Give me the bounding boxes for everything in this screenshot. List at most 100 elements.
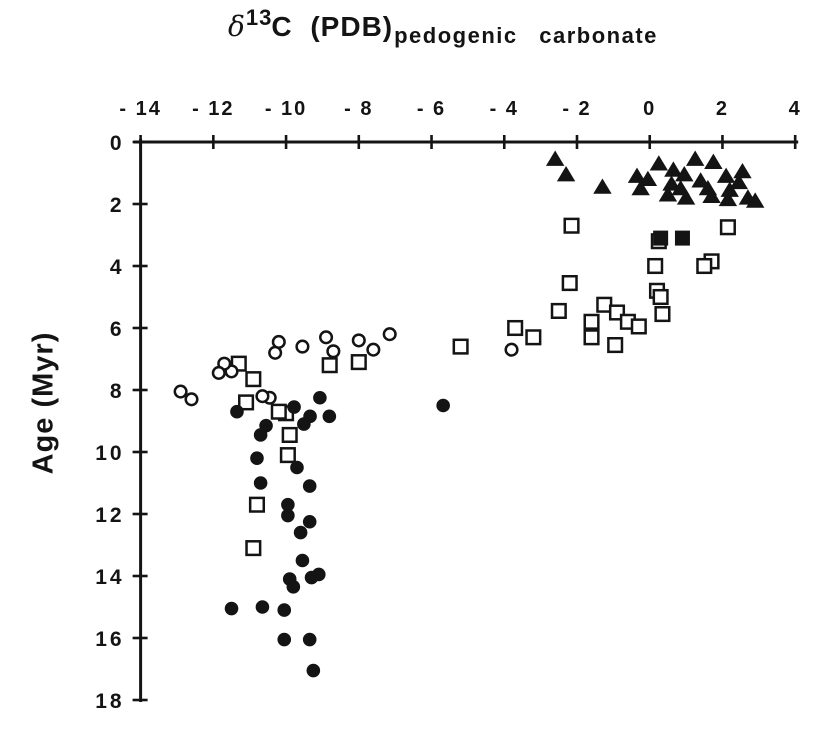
data-point-filled-circle	[255, 600, 270, 614]
data-point-open-square	[563, 217, 580, 234]
data-point-filled-circle	[253, 428, 268, 442]
data-point-filled-square	[653, 230, 669, 246]
data-point-open-square	[652, 288, 669, 306]
data-point-filled-circle	[302, 514, 317, 529]
data-point-open-circle	[326, 344, 341, 359]
data-point-open-circle	[366, 342, 381, 357]
data-point-open-circle	[295, 339, 310, 354]
data-point-open-circle	[504, 342, 519, 357]
data-point-open-square	[270, 403, 287, 420]
data-point-open-square	[630, 318, 647, 335]
x-tick-label: - 2	[562, 98, 591, 120]
data-point-open-square	[248, 496, 266, 513]
x-tick-label: - 6	[417, 98, 446, 120]
data-point-open-circle	[173, 384, 188, 399]
delta-symbol: δ	[228, 10, 245, 43]
y-tick-label: 0	[110, 132, 125, 155]
x-tick-label: - 14	[119, 98, 161, 120]
data-point-filled-triangle	[729, 173, 749, 190]
data-point-filled-circle	[253, 476, 268, 490]
data-point-filled-circle	[302, 632, 317, 647]
data-point-filled-triangle	[627, 167, 647, 183]
data-point-filled-circle	[250, 451, 264, 466]
chart-title: δ13C (PDB)pedogenic carbonate	[228, 5, 657, 48]
data-point-filled-triangle	[649, 155, 669, 171]
data-point-filled-circle	[287, 400, 301, 414]
data-point-filled-triangle	[720, 181, 739, 197]
y-axis-label: Age (Myr)	[27, 331, 60, 475]
data-point-filled-circle	[297, 417, 311, 431]
data-point-open-square	[281, 426, 298, 443]
data-point-open-circle	[382, 327, 397, 342]
data-point-filled-triangle	[745, 192, 765, 208]
x-tick-label: 2	[716, 98, 729, 120]
data-point-filled-circle	[281, 497, 295, 512]
x-tick-label: - 12	[192, 98, 234, 120]
data-point-open-square	[654, 306, 671, 323]
data-point-open-square	[238, 394, 255, 411]
data-point-filled-circle	[290, 460, 304, 475]
data-point-filled-triangle	[664, 161, 683, 177]
data-point-open-circle	[319, 330, 334, 345]
y-tick-label: 2	[110, 194, 125, 217]
data-point-open-square	[321, 357, 338, 374]
y-tick-label: 16	[95, 628, 124, 651]
data-point-open-square	[550, 302, 567, 319]
data-point-open-square	[279, 447, 296, 464]
isotope-mass-superscript: 13	[245, 5, 273, 30]
x-tick-label: - 10	[265, 98, 307, 120]
data-point-filled-triangle	[545, 150, 565, 166]
data-point-filled-circle	[281, 508, 295, 523]
data-point-filled-triangle	[593, 178, 612, 194]
data-point-filled-triangle	[718, 190, 738, 207]
data-point-filled-circle	[313, 390, 327, 405]
data-point-open-circle	[271, 334, 286, 350]
data-point-filled-triangle	[658, 186, 678, 202]
data-point-open-square	[607, 337, 624, 354]
data-point-open-square	[245, 371, 262, 388]
data-point-filled-triangle	[556, 166, 576, 182]
data-point-open-square	[452, 338, 469, 355]
data-point-filled-triangle	[716, 167, 736, 183]
data-point-filled-circle	[293, 525, 308, 540]
data-point-filled-circle	[436, 398, 450, 413]
x-tick-label: - 8	[344, 98, 373, 120]
data-point-open-circle	[184, 392, 199, 407]
title-main-text: C (PDB)	[271, 11, 394, 42]
data-point-open-square	[561, 275, 578, 292]
data-point-open-square	[350, 354, 367, 371]
data-point-filled-circle	[277, 603, 292, 617]
data-point-open-square	[245, 540, 262, 557]
data-point-open-square	[696, 257, 713, 275]
x-tick-label: 4	[789, 98, 802, 120]
data-point-filled-triangle	[662, 175, 681, 191]
data-point-filled-triangle	[704, 153, 723, 169]
y-tick-label: 8	[110, 380, 125, 403]
data-point-open-circle	[211, 365, 226, 381]
data-point-filled-circle	[304, 570, 319, 585]
y-tick-label: 18	[95, 690, 124, 713]
data-point-filled-triangle	[685, 150, 705, 166]
x-tick-label: - 4	[490, 98, 519, 120]
y-tick-label: 14	[95, 566, 124, 589]
data-point-filled-circle	[286, 580, 301, 594]
y-tick-label: 10	[95, 442, 124, 465]
data-point-filled-triangle	[631, 180, 650, 196]
y-tick-label: 4	[110, 256, 125, 279]
data-point-filled-triangle	[638, 170, 658, 186]
data-point-open-square	[583, 329, 600, 346]
data-point-filled-triangle	[691, 172, 710, 188]
data-point-open-circle	[351, 333, 366, 348]
data-point-filled-circle	[295, 553, 310, 568]
data-point-filled-circle	[224, 601, 239, 616]
data-point-filled-triangle	[733, 162, 752, 179]
x-tick-label: 0	[643, 98, 656, 120]
data-point-filled-triangle	[702, 187, 721, 204]
data-point-filled-circle	[230, 404, 244, 419]
title-subscript-text: pedogenic carbonate	[394, 23, 658, 48]
data-point-open-square	[525, 329, 542, 346]
data-point-filled-circle	[277, 632, 292, 647]
data-point-filled-square	[674, 230, 690, 246]
